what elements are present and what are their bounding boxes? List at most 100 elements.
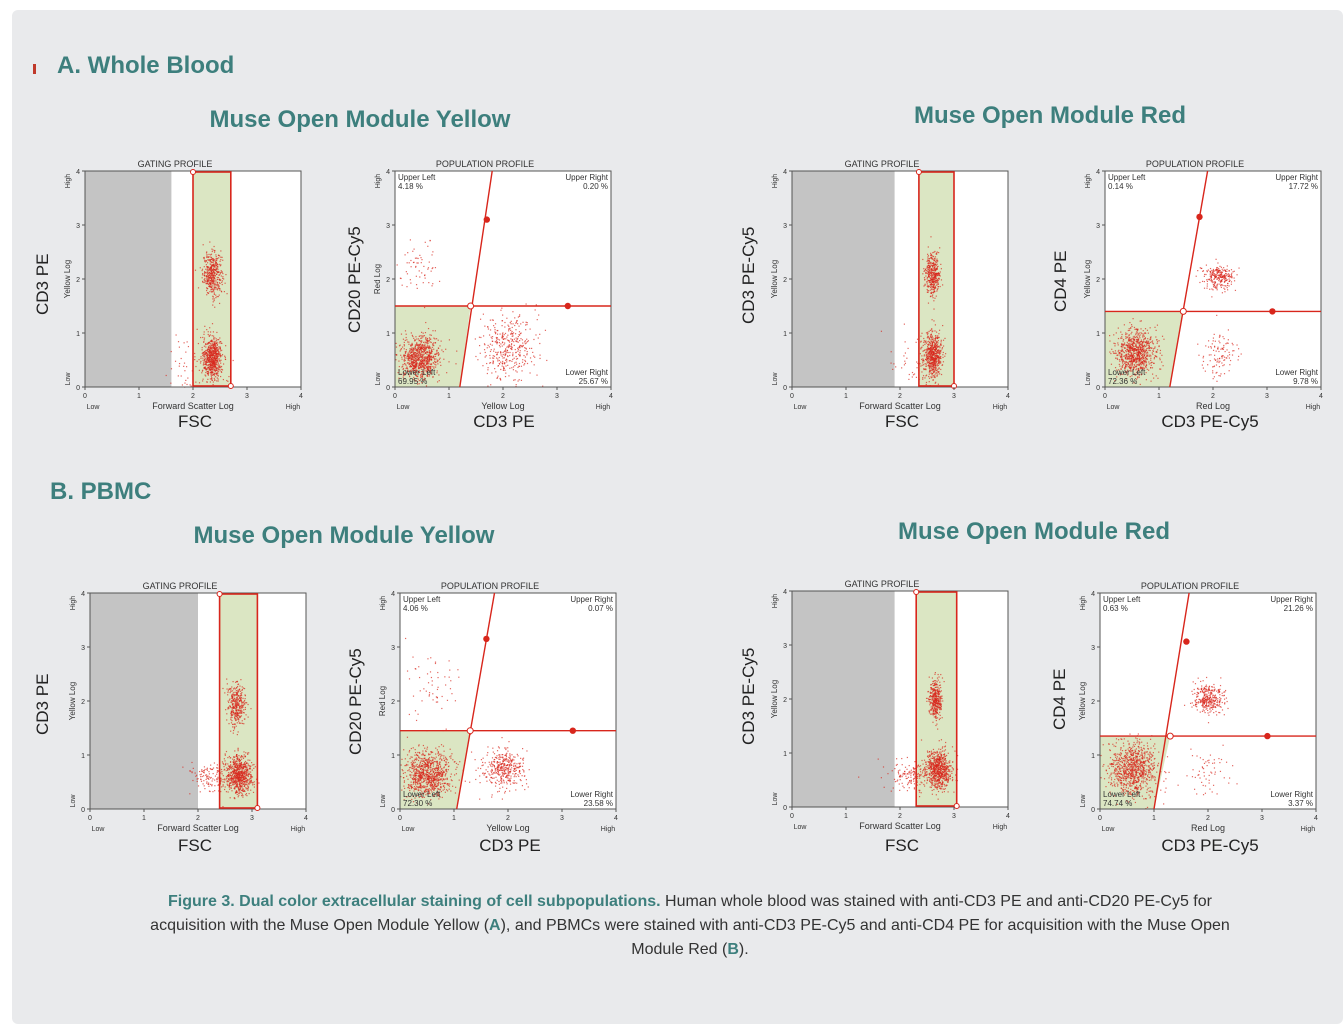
x-tick-label: 1 [1152, 815, 1156, 822]
chart-title: GATING PROFILE [845, 159, 920, 169]
quadrant-value: 72.30 % [403, 799, 432, 808]
excluded-region [90, 593, 198, 809]
y-tick-label: 0 [386, 385, 390, 392]
cell-cluster [165, 334, 234, 388]
gate-rectangle [218, 593, 259, 809]
x-tick-label: 3 [555, 393, 559, 400]
cell-cluster [1195, 258, 1240, 298]
module-title-b-red: Muse Open Module Red [897, 518, 1170, 545]
y-tick-label: 3 [391, 645, 395, 652]
quadrant-value: 17.72 % [1289, 182, 1318, 191]
axis-title-y: CD20 PE-Cy5 [346, 648, 365, 755]
x-tick-label: 0 [790, 393, 794, 400]
quadrant-center-handle [1166, 732, 1174, 740]
quadrant-label: Upper Left [1108, 173, 1146, 182]
axis-title-x: CD3 PE [473, 412, 535, 431]
module-title-a-yellow: Muse Open Module Yellow [209, 106, 511, 133]
y-axis-label: Yellow Log [1083, 260, 1092, 298]
chart-title: GATING PROFILE [138, 159, 213, 169]
y-tick-label: 1 [391, 753, 395, 760]
y-tick-label: 2 [1096, 277, 1100, 284]
quadrant-handle [483, 216, 490, 223]
gate-handle [953, 803, 960, 809]
population-plot-a-red: Upper Left 0.14 % Upper Right 17.72 % Lower … [1075, 155, 1327, 428]
x-tick-label: 3 [952, 393, 956, 400]
quadrant-label: Lower Right [1275, 368, 1318, 377]
y-tick-label: 1 [783, 331, 787, 338]
y-high-label: High [70, 596, 77, 611]
quadrant-label: Upper Right [1275, 173, 1318, 182]
caption-text: ). [738, 941, 749, 958]
quadrant-handle [1269, 308, 1276, 315]
quadrant-value: 0.63 % [1103, 604, 1128, 613]
chart-title: GATING PROFILE [143, 581, 218, 591]
cell-cluster [400, 736, 466, 810]
y-tick-label: 2 [76, 277, 80, 284]
x-low-label: Low [1107, 404, 1121, 411]
chart-title: POPULATION PROFILE [436, 159, 534, 169]
y-tick-label: 4 [386, 169, 390, 176]
chart-title: POPULATION PROFILE [1141, 581, 1239, 591]
quadrant-value: 21.26 % [1284, 604, 1313, 613]
y-low-label: Low [1085, 372, 1092, 386]
axis-title-y: CD3 PE-Cy5 [739, 226, 758, 324]
x-axis-label: Forward Scatter Log [859, 401, 941, 411]
chart-title: POPULATION PROFILE [441, 581, 539, 591]
y-tick-label: 4 [1096, 169, 1100, 176]
quadrant-label: Upper Left [398, 173, 436, 182]
quadrant-label: Lower Left [398, 368, 436, 377]
cell-cluster [469, 736, 530, 800]
cell-cluster [222, 678, 252, 736]
x-axis-label: Forward Scatter Log [152, 401, 234, 411]
axis-title-x: FSC [885, 412, 919, 431]
quadrant-label: Upper Right [570, 595, 613, 604]
cell-cluster [918, 739, 959, 800]
y-high-label: High [1085, 174, 1092, 189]
y-axis-label: Yellow Log [63, 260, 72, 298]
gate-handle [915, 169, 922, 175]
y-tick-label: 0 [391, 807, 395, 814]
x-high-label: High [1301, 826, 1316, 833]
cell-cluster [1197, 314, 1242, 382]
cell-cluster [404, 637, 472, 747]
x-tick-label: 2 [898, 813, 902, 820]
chart-title: POPULATION PROFILE [1146, 159, 1244, 169]
cell-cluster [395, 321, 458, 387]
x-tick-label: 2 [506, 815, 510, 822]
y-high-label: High [380, 596, 387, 611]
x-axis-label: Red Log [1196, 401, 1230, 411]
quadrant-label: Lower Left [1103, 790, 1141, 799]
gating-plot-b-red: GATING PROFILE 0 1 2 3 4 0 1 2 3 4 Low High Low High Fo… [762, 575, 1014, 848]
chart-svg: GATING PROFILE 0 1 2 3 4 0 1 2 3 4 Low High Low High Fo… [68, 581, 308, 833]
y-axis-label: Red Log [373, 264, 382, 294]
y-low-label: Low [772, 372, 779, 386]
caption-text: ), and PBMCs were stained with anti-CD3 … [500, 917, 1230, 958]
gate-handle [254, 805, 261, 811]
x-low-label: Low [794, 404, 808, 411]
quadrant-handle [1196, 213, 1203, 221]
quadrant-value: 72.36 % [1108, 377, 1137, 386]
quadrant-value: 9.78 % [1293, 377, 1318, 386]
axis-title-y: CD3 PE-Cy5 [739, 647, 758, 745]
x-high-label: High [993, 404, 1008, 411]
x-tick-label: 1 [1157, 393, 1161, 400]
x-high-label: High [286, 404, 301, 411]
y-tick-label: 1 [783, 751, 787, 758]
module-title-a-red: Muse Open Module Red [913, 102, 1186, 129]
x-tick-label: 0 [1103, 393, 1107, 400]
population-plot-b-yellow: Upper Left 4.06 % Upper Right 0.07 % Lower L… [370, 577, 622, 850]
cell-cluster [396, 239, 441, 309]
quadrant-line-vertical [1169, 170, 1209, 388]
x-tick-label: 2 [196, 815, 200, 822]
x-tick-label: 0 [83, 393, 87, 400]
x-tick-label: 1 [844, 393, 848, 400]
quadrant-label: Lower Right [565, 368, 608, 377]
population-plot-b-red: Upper Left 0.63 % Upper Right 21.26 % Lower … [1070, 577, 1322, 850]
x-axis-label: Yellow Log [486, 823, 529, 833]
caption-text: Human whole blood was stained with anti-… [150, 893, 1212, 934]
x-tick-label: 4 [1314, 815, 1318, 822]
gate-rectangle [918, 171, 955, 387]
x-low-label: Low [397, 404, 411, 411]
